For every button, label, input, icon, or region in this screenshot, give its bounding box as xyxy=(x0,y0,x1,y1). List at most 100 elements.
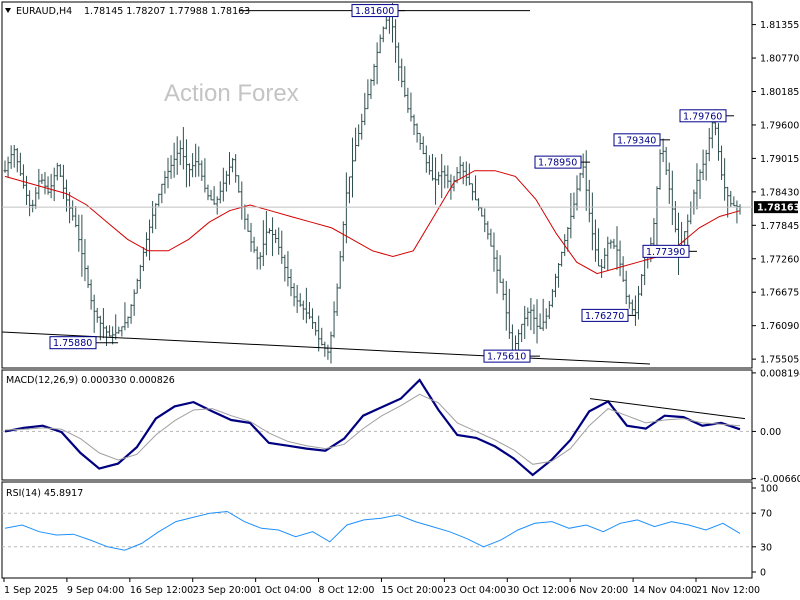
ohlc-bar xyxy=(560,251,564,267)
support-trend-line xyxy=(1,331,651,365)
ohlc-bar xyxy=(363,92,367,126)
ohlc-bar xyxy=(581,153,585,179)
ohlc-bar xyxy=(200,160,204,181)
ohlc-bar xyxy=(52,167,56,202)
ohlc-bar xyxy=(206,184,210,201)
time-tick-label: 21 Nov 12:00 xyxy=(696,585,760,596)
price-annotation: 1.79760 xyxy=(679,109,734,123)
ohlc-bar xyxy=(289,268,293,297)
ohlc-bar xyxy=(603,248,607,269)
ohlc-bar xyxy=(366,79,370,110)
ohlc-bar xyxy=(606,236,610,271)
ohlc-bar xyxy=(212,186,216,205)
ohlc-bar xyxy=(92,294,96,333)
ohlc-bar xyxy=(111,326,115,345)
ohlc-bar xyxy=(704,149,708,181)
macd-title: MACD(12,26,9) 0.000330 0.000826 xyxy=(6,375,175,386)
ohlc-bar xyxy=(664,146,668,176)
ohlc-bar xyxy=(670,170,674,226)
ohlc-bar xyxy=(304,287,308,324)
price-tick-label: 1.78430 xyxy=(760,187,799,198)
ohlc-bar xyxy=(557,262,561,288)
ohlc-bar xyxy=(597,228,601,267)
macd-panel[interactable] xyxy=(1,369,753,481)
ohlc-bar xyxy=(498,255,502,283)
moving-average-line xyxy=(4,170,741,275)
ohlc-bar xyxy=(15,148,19,173)
ohlc-bar xyxy=(716,123,720,161)
ohlc-bar xyxy=(572,192,576,220)
ohlc-bar xyxy=(332,301,336,338)
ohlc-bar xyxy=(729,190,733,208)
ohlc-bar xyxy=(667,162,671,204)
ohlc-bar xyxy=(344,172,348,244)
ohlc-bar xyxy=(400,58,404,88)
ohlc-bar xyxy=(307,302,311,320)
ohlc-bar xyxy=(655,186,659,246)
ohlc-bar xyxy=(501,278,505,301)
collapse-triangle-icon[interactable] xyxy=(5,8,11,13)
ohlc-bar xyxy=(575,175,579,211)
ohlc-bar xyxy=(698,169,702,199)
ohlc-bar xyxy=(194,143,198,178)
ohlc-bar xyxy=(437,171,441,185)
ohlc-bar xyxy=(507,288,511,339)
price-panel[interactable] xyxy=(1,1,753,369)
rsi-tick-label: 0 xyxy=(760,568,766,579)
last-price-text: 1.78163 xyxy=(757,203,800,214)
ohlc-bar xyxy=(181,127,185,170)
ohlc-bar xyxy=(440,153,444,199)
ohlc-bar xyxy=(237,175,241,193)
ohlc-bar xyxy=(172,142,176,178)
ohlc-bar xyxy=(652,218,656,248)
ohlc-bar xyxy=(320,327,324,346)
ohlc-bar xyxy=(434,157,438,205)
ohlc-bar xyxy=(504,280,508,331)
ohlc-bar xyxy=(95,307,99,323)
ohlc-bar xyxy=(123,302,127,331)
ohlc-bar xyxy=(298,293,302,307)
ohlc-bar xyxy=(188,163,192,187)
annotation-box xyxy=(679,109,727,123)
last-price-tag xyxy=(754,201,798,214)
ohlc-bar xyxy=(209,189,213,201)
rsi-tick-label: 30 xyxy=(760,542,772,553)
ohlc-bar xyxy=(258,252,262,270)
ohlc-bar xyxy=(252,236,256,253)
rsi-panel[interactable] xyxy=(1,481,753,579)
ohlc-bar xyxy=(520,323,524,343)
ohlc-bar xyxy=(569,192,573,239)
ohlc-bar xyxy=(126,316,130,328)
annotation-label: 1.81600 xyxy=(355,6,394,17)
ohlc-bar xyxy=(292,283,296,307)
ohlc-bar xyxy=(197,146,201,177)
ohlc-bar xyxy=(83,239,87,282)
ohlc-bar xyxy=(403,66,407,98)
ohlc-bar xyxy=(593,219,597,262)
ohlc-bar xyxy=(169,155,173,179)
ohlc-bar xyxy=(314,322,318,336)
ohlc-bar xyxy=(480,207,484,217)
ohlc-bar xyxy=(640,273,644,297)
ohlc-bar xyxy=(261,220,265,267)
ohlc-bar xyxy=(624,270,628,305)
time-tick-label: 30 Oct 12:00 xyxy=(507,585,569,596)
ohlc-bar xyxy=(618,240,622,277)
price-annotation: 1.75610 xyxy=(483,349,540,363)
ohlc-bar xyxy=(415,123,419,143)
price-annotation: 1.81600 xyxy=(351,4,405,18)
ohlc-bar xyxy=(347,176,351,204)
price-annotation: 1.77390 xyxy=(642,244,697,258)
annotation-box xyxy=(351,4,399,18)
ohlc-bar xyxy=(421,136,425,155)
ohlc-bar xyxy=(6,156,10,178)
ohlc-bar xyxy=(231,157,235,173)
ohlc-bar xyxy=(723,158,727,201)
ohlc-bar xyxy=(249,222,253,252)
ohlc-bar xyxy=(627,294,631,309)
ohlc-bar xyxy=(378,34,382,54)
price-annotation: 1.78950 xyxy=(534,155,590,169)
ohlc-bar xyxy=(3,160,7,173)
time-tick-label: 1 Oct 04:00 xyxy=(256,585,312,596)
